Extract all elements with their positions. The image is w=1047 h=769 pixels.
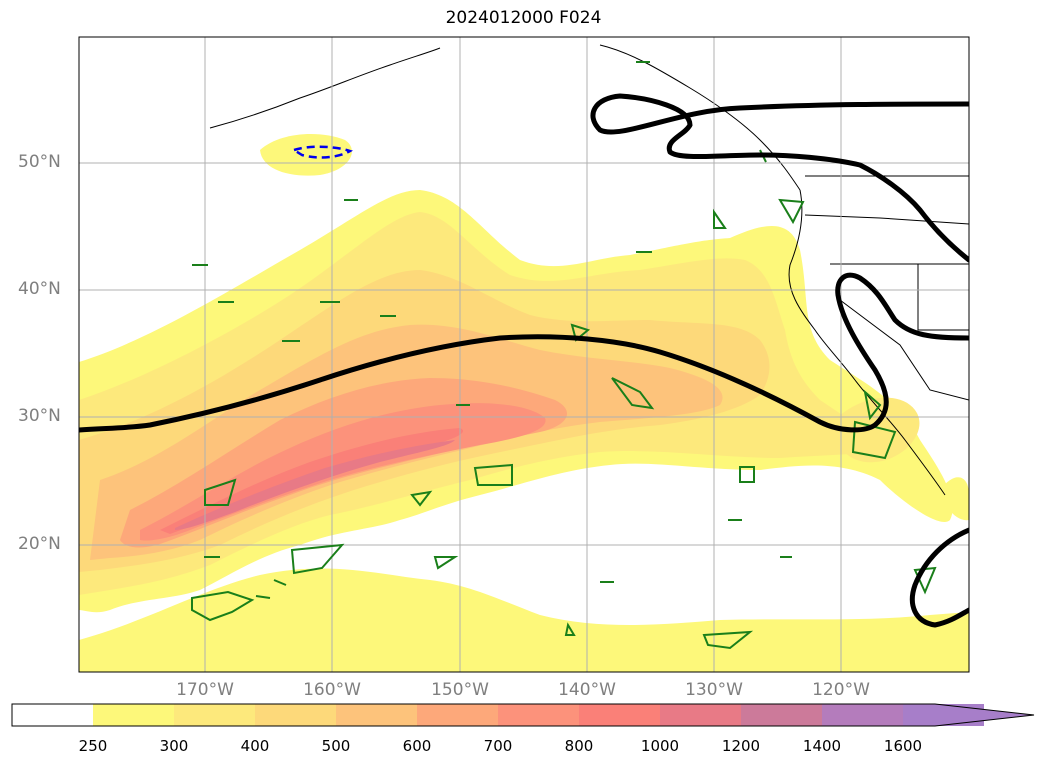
lat-label-50n: 50°N: [18, 152, 61, 172]
colorbar-segment: [498, 704, 579, 726]
lat-label-20n: 20°N: [18, 534, 61, 554]
lon-label-130w: 130°W: [685, 680, 743, 700]
colorbar-tick-label: 1400: [802, 737, 842, 755]
interior-border: [839, 299, 969, 401]
colorbar-segment: [741, 704, 822, 726]
colorbar-segment: [93, 704, 174, 726]
ivt-shading: [79, 134, 969, 672]
colorbar-tick-label: 600: [402, 737, 432, 755]
colorbar-segment: [12, 704, 93, 726]
colorbar-segment: [822, 704, 903, 726]
lon-label-150w: 150°W: [431, 680, 489, 700]
colorbar-tick-label: 300: [159, 737, 189, 755]
aleutian-coast: [209, 47, 441, 129]
ivt-250-band-south: [79, 568, 969, 672]
colorbar-outline: [11, 703, 1035, 727]
colorbar-tick-label: 700: [483, 737, 513, 755]
ivt-250-patch: [260, 134, 352, 176]
lon-label-120w: 120°W: [812, 680, 870, 700]
lon-label-170w: 170°W: [176, 680, 234, 700]
colorbar-tick-label: 500: [321, 737, 351, 755]
colorbar-segment: [417, 704, 498, 726]
main-jet-line: [79, 272, 969, 433]
colorbar-tick-label: 800: [564, 737, 594, 755]
colorbar-tick-label: 1600: [883, 737, 923, 755]
colorbar-tick-label: 1000: [640, 737, 680, 755]
map-border: [78, 36, 970, 673]
state-border-3: [917, 264, 969, 331]
colorbar-segment: [660, 704, 741, 726]
map-title: 2024012000 F024: [445, 8, 602, 28]
lat-label-40n: 40°N: [18, 279, 61, 299]
graticule: [79, 37, 969, 672]
ivt-coastal-patch: [834, 397, 920, 463]
colorbar-segment: [579, 704, 660, 726]
ivt-1000-band: [175, 440, 455, 530]
green-contours: [191, 61, 937, 650]
colorbar-extend-arrow: [903, 704, 1034, 726]
ivt-east-patch: [940, 477, 969, 521]
lon-label-140w: 140°W: [558, 680, 616, 700]
alaska-coast: [599, 44, 801, 191]
colorbar-tick-label: 250: [78, 737, 108, 755]
coastlines: [209, 44, 969, 496]
black-contours: [79, 93, 969, 628]
colorbar-segment: [255, 704, 336, 726]
colorbar-segment: [174, 704, 255, 726]
colorbar-tick-label: 400: [240, 737, 270, 755]
north-jet-line: [590, 93, 969, 263]
colorbar-tick-label: 1200: [721, 737, 761, 755]
colorbar: [11, 703, 1035, 727]
lon-label-160w: 160°W: [303, 680, 361, 700]
colorbar-segment: [336, 704, 417, 726]
blue-dashed-contour: [291, 145, 353, 159]
south-jet-line: [909, 527, 969, 628]
lat-label-30n: 30°N: [18, 406, 61, 426]
state-border-1: [804, 214, 969, 225]
west-coast: [788, 189, 946, 496]
